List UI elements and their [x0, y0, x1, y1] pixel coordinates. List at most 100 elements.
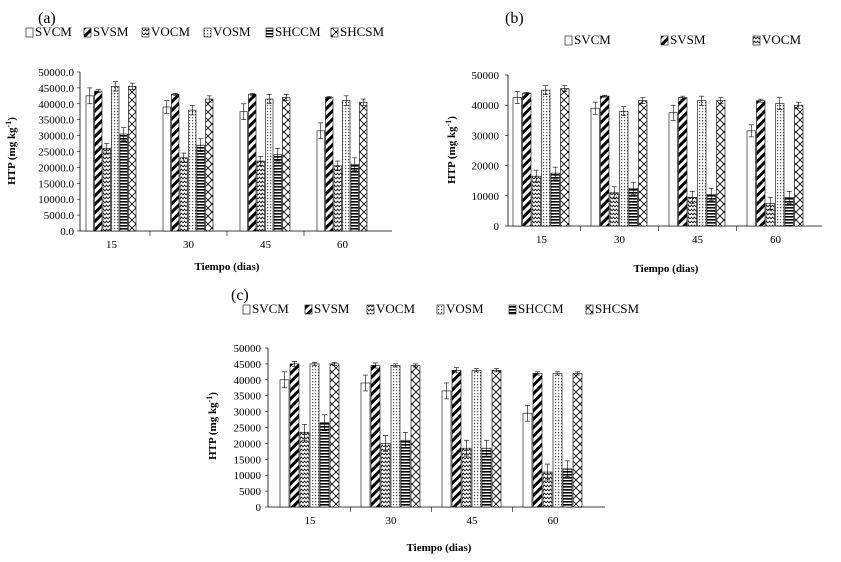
legend-label-svsm: SVSM: [93, 24, 129, 39]
bar-svsm-30: [370, 365, 381, 508]
legend: SVCM SVSM VOCM VOSM SHCCM SHCSM: [242, 301, 640, 316]
bar-shccm-45: [481, 447, 492, 508]
bar-svsm-60: [325, 97, 334, 232]
x-tick-label: 60: [337, 239, 349, 251]
bar-svsm-30: [600, 95, 610, 227]
y-axis-label-sup: -1: [444, 120, 453, 127]
legend-swatch-svcm: [25, 27, 34, 38]
y-tick-labels: 0.0 5000.0 10000.0 15000.0 20000.0 25000.0 300…: [38, 67, 74, 238]
y-tick-label: 15000.0: [38, 178, 74, 190]
x-axis-label: Tiempo (dias): [195, 261, 260, 273]
y-tick-label: 25000: [234, 423, 262, 435]
bar-vocm-45: [461, 447, 472, 508]
legend-swatch-svsm: [304, 304, 313, 315]
y-axis-label-text: HTP (mg kg: [207, 402, 219, 460]
bar-shcsm-30: [205, 98, 214, 232]
bar-svcm-45: [239, 111, 248, 232]
legend-swatch-vocm: [366, 304, 375, 315]
panel-label: (c): [231, 287, 249, 304]
bar-svsm-15: [94, 90, 103, 232]
y-tick-label: 10000: [234, 470, 262, 482]
bar-svcm-30: [360, 382, 371, 508]
y-axis-label-end: ): [207, 392, 219, 396]
x-tick-labels: 15 30 45 60: [305, 515, 560, 527]
y-axis-label-text: HTP (mg kg: [6, 127, 18, 185]
y-tick-label: 40000: [234, 375, 262, 387]
legend-swatch-svsm: [660, 35, 669, 46]
x-axis-label: Tiempo (dias): [407, 542, 472, 554]
panel-a: (a) SVCM SVSM VOCM VOSM SHCCM SHCSM 0.0 5000.0…: [4, 10, 392, 273]
y-tick-labels: 0 10000 20000 30000 40000 50000: [472, 70, 500, 233]
legend-swatch-shcsm: [330, 27, 339, 38]
bar-shcsm-45: [282, 97, 291, 232]
panel-label: (a): [38, 10, 56, 27]
legend-swatch-shcsm: [585, 304, 594, 315]
legend-label-shccm: SHCCM: [275, 24, 321, 39]
x-tick-labels: 15 30 45 60: [536, 234, 782, 246]
bar-shcsm-60: [572, 373, 583, 508]
y-tick-label: 50000.0: [38, 67, 74, 79]
bar-svsm-60: [532, 373, 543, 508]
y-axis-label-text: HTP (mg kg: [446, 126, 458, 184]
x-tick-label: 45: [692, 234, 704, 246]
y-tick-label: 30000: [234, 407, 262, 419]
y-tick-label: 10000.0: [38, 194, 74, 206]
y-axis-label: HTP (mg kg-1): [444, 116, 458, 184]
legend-swatch-svsm: [83, 27, 92, 38]
legend-label-vocm: VOCM: [762, 32, 801, 47]
bar-vosm-15: [309, 363, 320, 508]
bar-shccm-30: [196, 144, 205, 232]
x-tick-label: 30: [183, 239, 195, 251]
bar-svcm-15: [279, 379, 290, 508]
panel-b: (b) SVCM SVSM VOCM 0 10000 20000 30000 40000 50…: [444, 10, 822, 275]
x-tick-label: 45: [260, 239, 272, 251]
legend-swatch-vosm: [203, 27, 212, 38]
legend-label-vocm: VOCM: [376, 301, 415, 316]
bar-shcsm-15: [560, 88, 570, 227]
bar-svsm-45: [678, 97, 688, 227]
bar-shccm-60: [350, 163, 359, 232]
x-tick-label: 15: [106, 239, 118, 251]
bar-shccm-15: [550, 172, 560, 227]
bar-svcm-15: [85, 95, 94, 232]
bar-svcm-60: [316, 130, 325, 232]
bar-vocm-15: [531, 175, 541, 227]
bars: [85, 81, 368, 232]
y-tick-label: 50000: [472, 70, 500, 82]
bar-svcm-15: [512, 97, 522, 227]
y-axis-label: HTP (mg kg-1): [205, 392, 219, 460]
legend-swatch-vocm: [752, 35, 761, 46]
legend: SVCM SVSM VOCM: [564, 32, 801, 47]
x-axis-label: Tiempo (dias): [634, 263, 699, 275]
y-tick-label: 35000.0: [38, 115, 74, 127]
bar-vosm-60: [775, 103, 785, 227]
bar-shcsm-15: [329, 363, 340, 508]
x-tick-label: 60: [548, 515, 560, 527]
bar-vocm-30: [179, 157, 188, 232]
bar-svsm-15: [522, 92, 532, 227]
legend-label-svcm: SVCM: [35, 24, 72, 39]
y-axis-label: HTP (mg kg-1): [4, 117, 18, 185]
y-axis-label-sup: -1: [4, 121, 13, 128]
bar-shccm-30: [400, 439, 411, 508]
bar-vocm-60: [333, 165, 342, 232]
bar-vocm-45: [256, 160, 265, 232]
legend: SVCM SVSM VOCM VOSM SHCCM SHCSM: [25, 24, 385, 39]
legend-swatch-vosm: [436, 304, 445, 315]
bar-vosm-45: [697, 100, 707, 227]
y-tick-label: 0: [494, 221, 500, 233]
legend-label-shccm: SHCCM: [518, 301, 564, 316]
bar-shccm-15: [319, 422, 330, 508]
bar-vosm-30: [619, 110, 629, 227]
y-tick-label: 40000.0: [38, 99, 74, 111]
bars: [279, 361, 583, 508]
y-axis-label-sup: -1: [205, 396, 214, 403]
x-tick-label: 30: [614, 234, 626, 246]
bars: [512, 85, 804, 227]
bar-shcsm-60: [794, 104, 804, 227]
y-tick-label: 45000: [234, 359, 262, 371]
y-tick-label: 50000: [234, 343, 262, 355]
legend-swatch-shccm: [265, 27, 274, 38]
bar-shcsm-60: [359, 101, 368, 232]
